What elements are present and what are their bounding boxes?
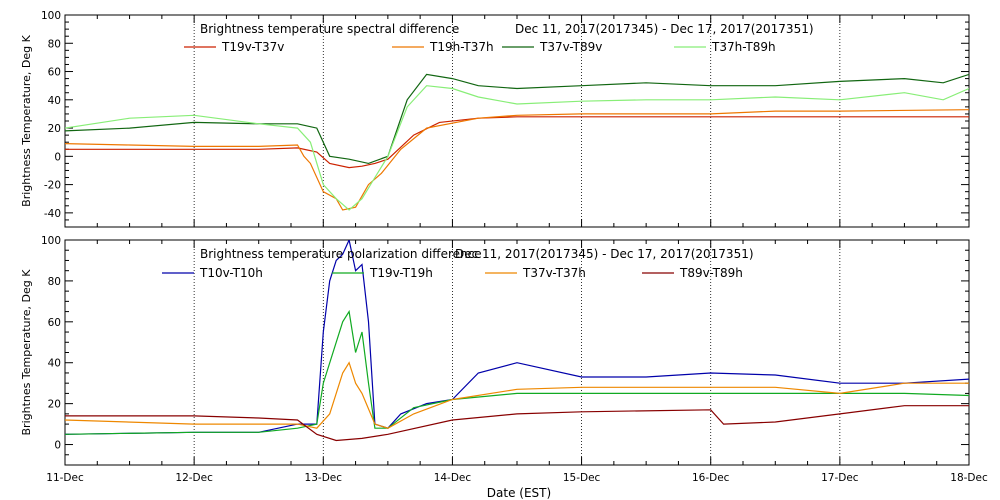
x-tick-label: 15-Dec xyxy=(563,472,601,484)
y-tick-label: 60 xyxy=(48,67,61,79)
y-tick-label: 80 xyxy=(48,276,61,288)
x-axis-label: Date (EST) xyxy=(487,486,551,500)
date-range: Dec 11, 2017(2017345) - Dec 17, 2017(201… xyxy=(515,22,814,36)
y-tick-label: 60 xyxy=(48,317,61,329)
x-tick-label: 12-Dec xyxy=(175,472,213,484)
y-tick-label: 80 xyxy=(48,38,61,50)
y-tick-label: 0 xyxy=(54,440,61,452)
legend-label-T89v-T89h: T89v-T89h xyxy=(679,266,743,280)
legend-label-T19v-T19h: T19v-T19h xyxy=(369,266,433,280)
series-line-T19h-T37h xyxy=(65,109,969,211)
x-tick-label: 14-Dec xyxy=(434,472,472,484)
y-tick-label: 100 xyxy=(41,235,61,247)
series-line-T37v-T89v xyxy=(65,73,969,165)
y-axis-label: Brightnes Temperature, Deg K xyxy=(20,269,33,436)
x-tick-label: 11-Dec xyxy=(46,472,84,484)
series-line-T37v-T37h xyxy=(65,361,969,429)
chart-title: Brightness temperature polarization diff… xyxy=(200,247,482,261)
y-tick-label: 20 xyxy=(48,123,61,135)
legend-label-T10v-T10h: T10v-T10h xyxy=(199,266,263,280)
legend-label-T37h-T89h: T37h-T89h xyxy=(711,40,776,54)
x-tick-label: 17-Dec xyxy=(821,472,859,484)
polarization-difference-panel: 11-Dec 12-Dec 13-Dec 14-Dec 15-Dec 16-Dec 17-D… xyxy=(20,235,988,484)
x-tick-label: 18-Dec xyxy=(950,472,988,484)
y-tick-label: -40 xyxy=(44,208,61,220)
y-axis-label: Brightness Temperature, Deg K xyxy=(20,34,33,206)
x-tick-label: 13-Dec xyxy=(305,472,343,484)
chart-title: Brightness temperature spectral differen… xyxy=(200,22,459,36)
legend-label-T37v-T37h: T37v-T37h xyxy=(522,266,586,280)
series-line-T19v-T37v xyxy=(65,116,969,169)
series-line-T89v-T89h xyxy=(65,405,969,442)
y-tick-label: 40 xyxy=(48,95,61,107)
x-tick-label: 16-Dec xyxy=(692,472,730,484)
y-tick-label: 100 xyxy=(41,10,61,22)
y-tick-label: 0 xyxy=(54,151,61,163)
legend-label-T37v-T89v: T37v-T89v xyxy=(539,40,602,54)
date-range: Dec 11, 2017(2017345) - Dec 17, 2017(201… xyxy=(455,247,754,261)
legend-label-T19h-T37h: T19h-T37h xyxy=(429,40,494,54)
series-line-T37h-T89h xyxy=(65,85,969,211)
y-tick-label: 40 xyxy=(48,358,61,370)
legend-label-T19v-T37v: T19v-T37v xyxy=(221,40,284,54)
spectral-difference-panel: -40 -20 0 20 40 60 80 100 Brightness Temperature… xyxy=(20,10,970,228)
y-tick-label: -20 xyxy=(44,180,61,192)
y-tick-label: 20 xyxy=(48,399,61,411)
